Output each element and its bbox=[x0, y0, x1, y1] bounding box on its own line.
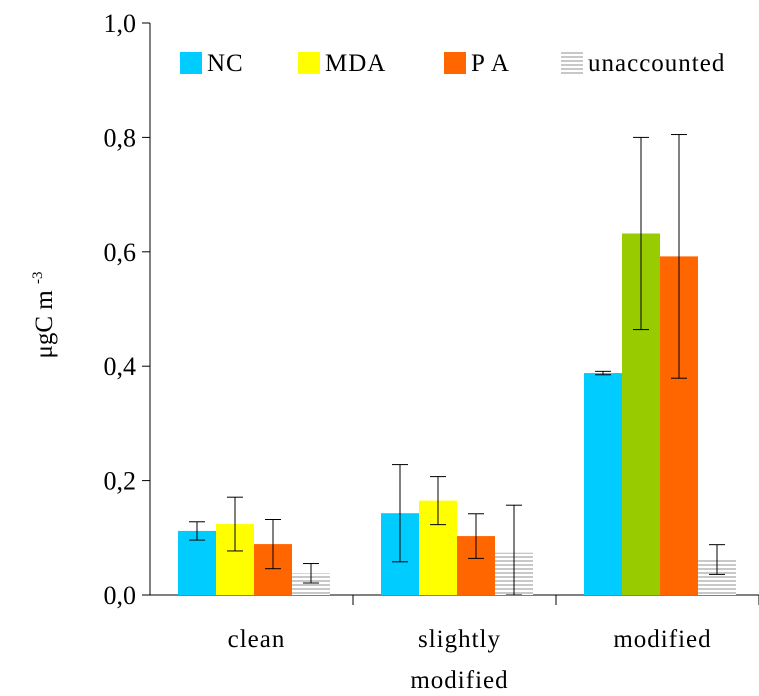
x-tick-label: clean bbox=[228, 626, 286, 653]
y-tick-label: 0,4 bbox=[104, 352, 137, 381]
x-tick-label: slightly bbox=[418, 626, 501, 653]
legend-label-nc: NC bbox=[207, 50, 244, 77]
y-axis-title: μgC m -3 bbox=[30, 271, 58, 358]
bars-group bbox=[178, 233, 736, 595]
x-tick-label: modified bbox=[613, 626, 711, 653]
legend-swatch-mda bbox=[298, 52, 320, 74]
error-bars-group bbox=[189, 134, 725, 596]
y-tick-label: 1,0 bbox=[104, 9, 137, 38]
y-tick-label: 0,6 bbox=[104, 238, 137, 267]
legend-swatch-pa bbox=[444, 52, 466, 74]
y-tick-label: 0,0 bbox=[104, 581, 137, 610]
y-tick-label: 0,8 bbox=[104, 123, 137, 152]
bar-unaccounted-1 bbox=[292, 573, 330, 595]
axis-labels-group: 0,0 0,2 0,4 0,6 0,8 1,0 clean slightly modified m… bbox=[30, 9, 711, 694]
legend-label-pa: P A bbox=[471, 50, 510, 77]
legend-swatch-nc bbox=[180, 52, 202, 74]
legend-label-unaccounted: unaccounted bbox=[588, 50, 725, 77]
legend: NC MDA P A unaccounted bbox=[180, 50, 725, 77]
y-tick-label: 0,2 bbox=[104, 467, 137, 496]
y-axis-title-superscript: -3 bbox=[30, 271, 46, 284]
legend-swatch-unaccounted bbox=[561, 52, 583, 74]
bar-nc-3 bbox=[584, 373, 622, 595]
legend-label-mda: MDA bbox=[325, 50, 386, 77]
x-tick-label: modified bbox=[410, 667, 508, 691]
y-axis-title-text: μgC m bbox=[31, 284, 58, 359]
bar-nc-1 bbox=[178, 530, 216, 595]
